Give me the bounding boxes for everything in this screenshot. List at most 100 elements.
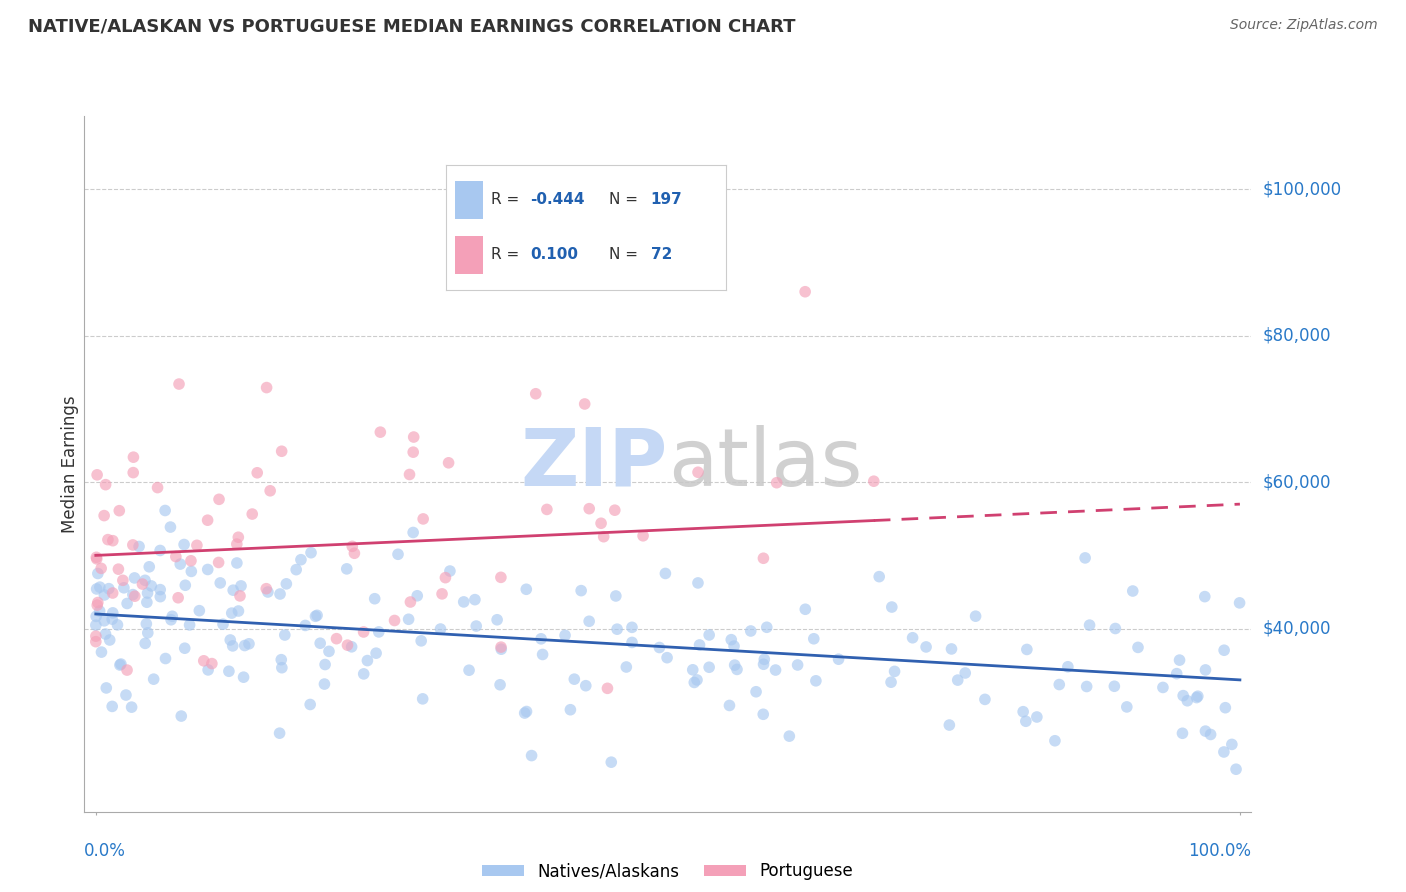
Point bbox=[1115, 700, 1137, 714]
Point bbox=[1171, 726, 1194, 740]
Point bbox=[222, 583, 245, 598]
Point bbox=[188, 604, 211, 618]
Point bbox=[269, 587, 291, 601]
Point bbox=[149, 582, 172, 597]
Point bbox=[725, 662, 748, 676]
Point bbox=[304, 609, 326, 624]
Point bbox=[1212, 745, 1234, 759]
Point bbox=[290, 552, 312, 566]
Text: NATIVE/ALASKAN VS PORTUGUESE MEDIAN EARNINGS CORRELATION CHART: NATIVE/ALASKAN VS PORTUGUESE MEDIAN EARN… bbox=[28, 18, 796, 36]
Point bbox=[87, 595, 110, 609]
Point bbox=[1213, 643, 1236, 657]
Point bbox=[84, 634, 107, 648]
Point bbox=[740, 624, 762, 638]
Point bbox=[207, 556, 229, 570]
Point bbox=[299, 546, 322, 560]
Point bbox=[1076, 680, 1098, 694]
Text: N =: N = bbox=[609, 193, 643, 207]
Point bbox=[229, 579, 252, 593]
Point bbox=[343, 546, 366, 560]
Point bbox=[115, 663, 138, 677]
Point bbox=[765, 475, 787, 490]
Point bbox=[412, 512, 434, 526]
Point bbox=[221, 606, 243, 620]
Point bbox=[270, 444, 292, 458]
Point bbox=[180, 554, 202, 568]
Point bbox=[697, 628, 720, 642]
Point bbox=[101, 533, 124, 548]
Point bbox=[1015, 642, 1038, 657]
Point bbox=[575, 679, 598, 693]
Point bbox=[1057, 659, 1080, 673]
Point bbox=[159, 520, 181, 534]
Point bbox=[193, 654, 215, 668]
Point bbox=[720, 632, 742, 647]
Point bbox=[1012, 705, 1035, 719]
Point bbox=[434, 571, 457, 585]
Point bbox=[578, 501, 600, 516]
Point bbox=[1185, 690, 1208, 705]
Point bbox=[197, 513, 219, 527]
Point bbox=[1025, 710, 1047, 724]
Point bbox=[1104, 679, 1126, 693]
Point bbox=[654, 566, 676, 581]
Point bbox=[101, 586, 124, 600]
Point bbox=[101, 699, 124, 714]
Point bbox=[124, 589, 146, 603]
Text: N =: N = bbox=[609, 247, 643, 262]
Point bbox=[387, 547, 409, 561]
Point bbox=[173, 641, 195, 656]
Point bbox=[621, 635, 644, 649]
Point bbox=[108, 658, 131, 673]
Point bbox=[880, 600, 903, 615]
Point bbox=[1047, 677, 1070, 691]
Text: R =: R = bbox=[491, 193, 524, 207]
Point bbox=[173, 537, 195, 551]
Point bbox=[86, 552, 108, 566]
Point bbox=[84, 629, 107, 643]
Point bbox=[686, 465, 709, 479]
Point bbox=[208, 492, 231, 507]
Point bbox=[201, 657, 224, 671]
Text: 0.100: 0.100 bbox=[530, 247, 578, 262]
Point bbox=[314, 657, 336, 672]
Point bbox=[402, 430, 425, 444]
Point bbox=[686, 673, 709, 687]
Point bbox=[134, 636, 156, 650]
Point bbox=[228, 604, 250, 618]
Point bbox=[90, 561, 112, 575]
Point bbox=[110, 657, 132, 671]
Point bbox=[336, 562, 359, 576]
Point bbox=[682, 663, 704, 677]
Point bbox=[309, 636, 332, 650]
Point bbox=[398, 467, 420, 482]
Point bbox=[121, 538, 143, 552]
Text: $100,000: $100,000 bbox=[1263, 180, 1341, 198]
Point bbox=[93, 588, 115, 602]
Point bbox=[786, 657, 808, 672]
Point bbox=[938, 718, 960, 732]
Point bbox=[752, 551, 775, 566]
Point bbox=[122, 466, 145, 480]
Point bbox=[1015, 714, 1038, 729]
Point bbox=[755, 620, 778, 634]
Point bbox=[1175, 694, 1198, 708]
Point bbox=[883, 665, 905, 679]
Point bbox=[458, 663, 481, 677]
Point bbox=[336, 638, 359, 652]
Point bbox=[136, 625, 159, 640]
Point bbox=[314, 677, 336, 691]
Point bbox=[93, 614, 115, 628]
Point bbox=[225, 556, 247, 570]
Text: 100.0%: 100.0% bbox=[1188, 842, 1251, 860]
Point bbox=[827, 652, 849, 666]
Point bbox=[167, 591, 190, 605]
Point bbox=[229, 589, 252, 603]
Point bbox=[257, 585, 280, 599]
Point bbox=[276, 577, 298, 591]
Point bbox=[363, 591, 385, 606]
Point bbox=[578, 614, 600, 628]
Point bbox=[398, 612, 420, 626]
Point bbox=[600, 755, 623, 769]
Point bbox=[536, 502, 558, 516]
